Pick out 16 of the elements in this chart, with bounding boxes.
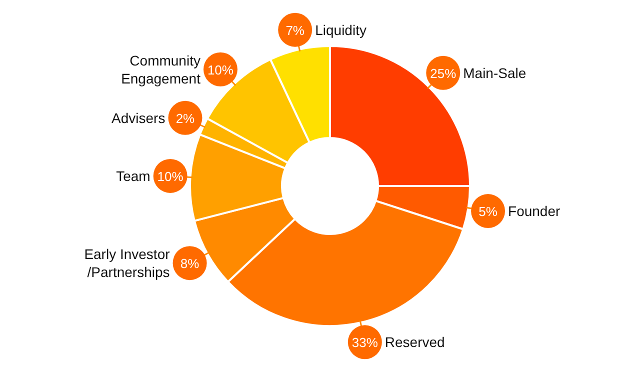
slice-label: Team [116, 168, 150, 184]
slice-label: Early Investor /Partnerships [84, 246, 170, 280]
slice-label: Advisers [112, 110, 166, 126]
data-label: 2% [176, 110, 196, 126]
data-label: 33% [352, 335, 378, 350]
slice-label: Reserved [384, 334, 445, 350]
slice-label: Founder [508, 203, 561, 220]
slice-label: Main-Sale [463, 64, 526, 81]
data-label: 25% [430, 66, 457, 81]
slice-label: Liquidity [315, 22, 366, 38]
data-label: 5% [478, 204, 498, 220]
data-label: 10% [157, 168, 184, 184]
data-label: 8% [180, 256, 200, 272]
data-label: 7% [286, 22, 305, 38]
data-label: 10% [207, 62, 234, 78]
slice-label: Community Engagement [121, 52, 201, 86]
